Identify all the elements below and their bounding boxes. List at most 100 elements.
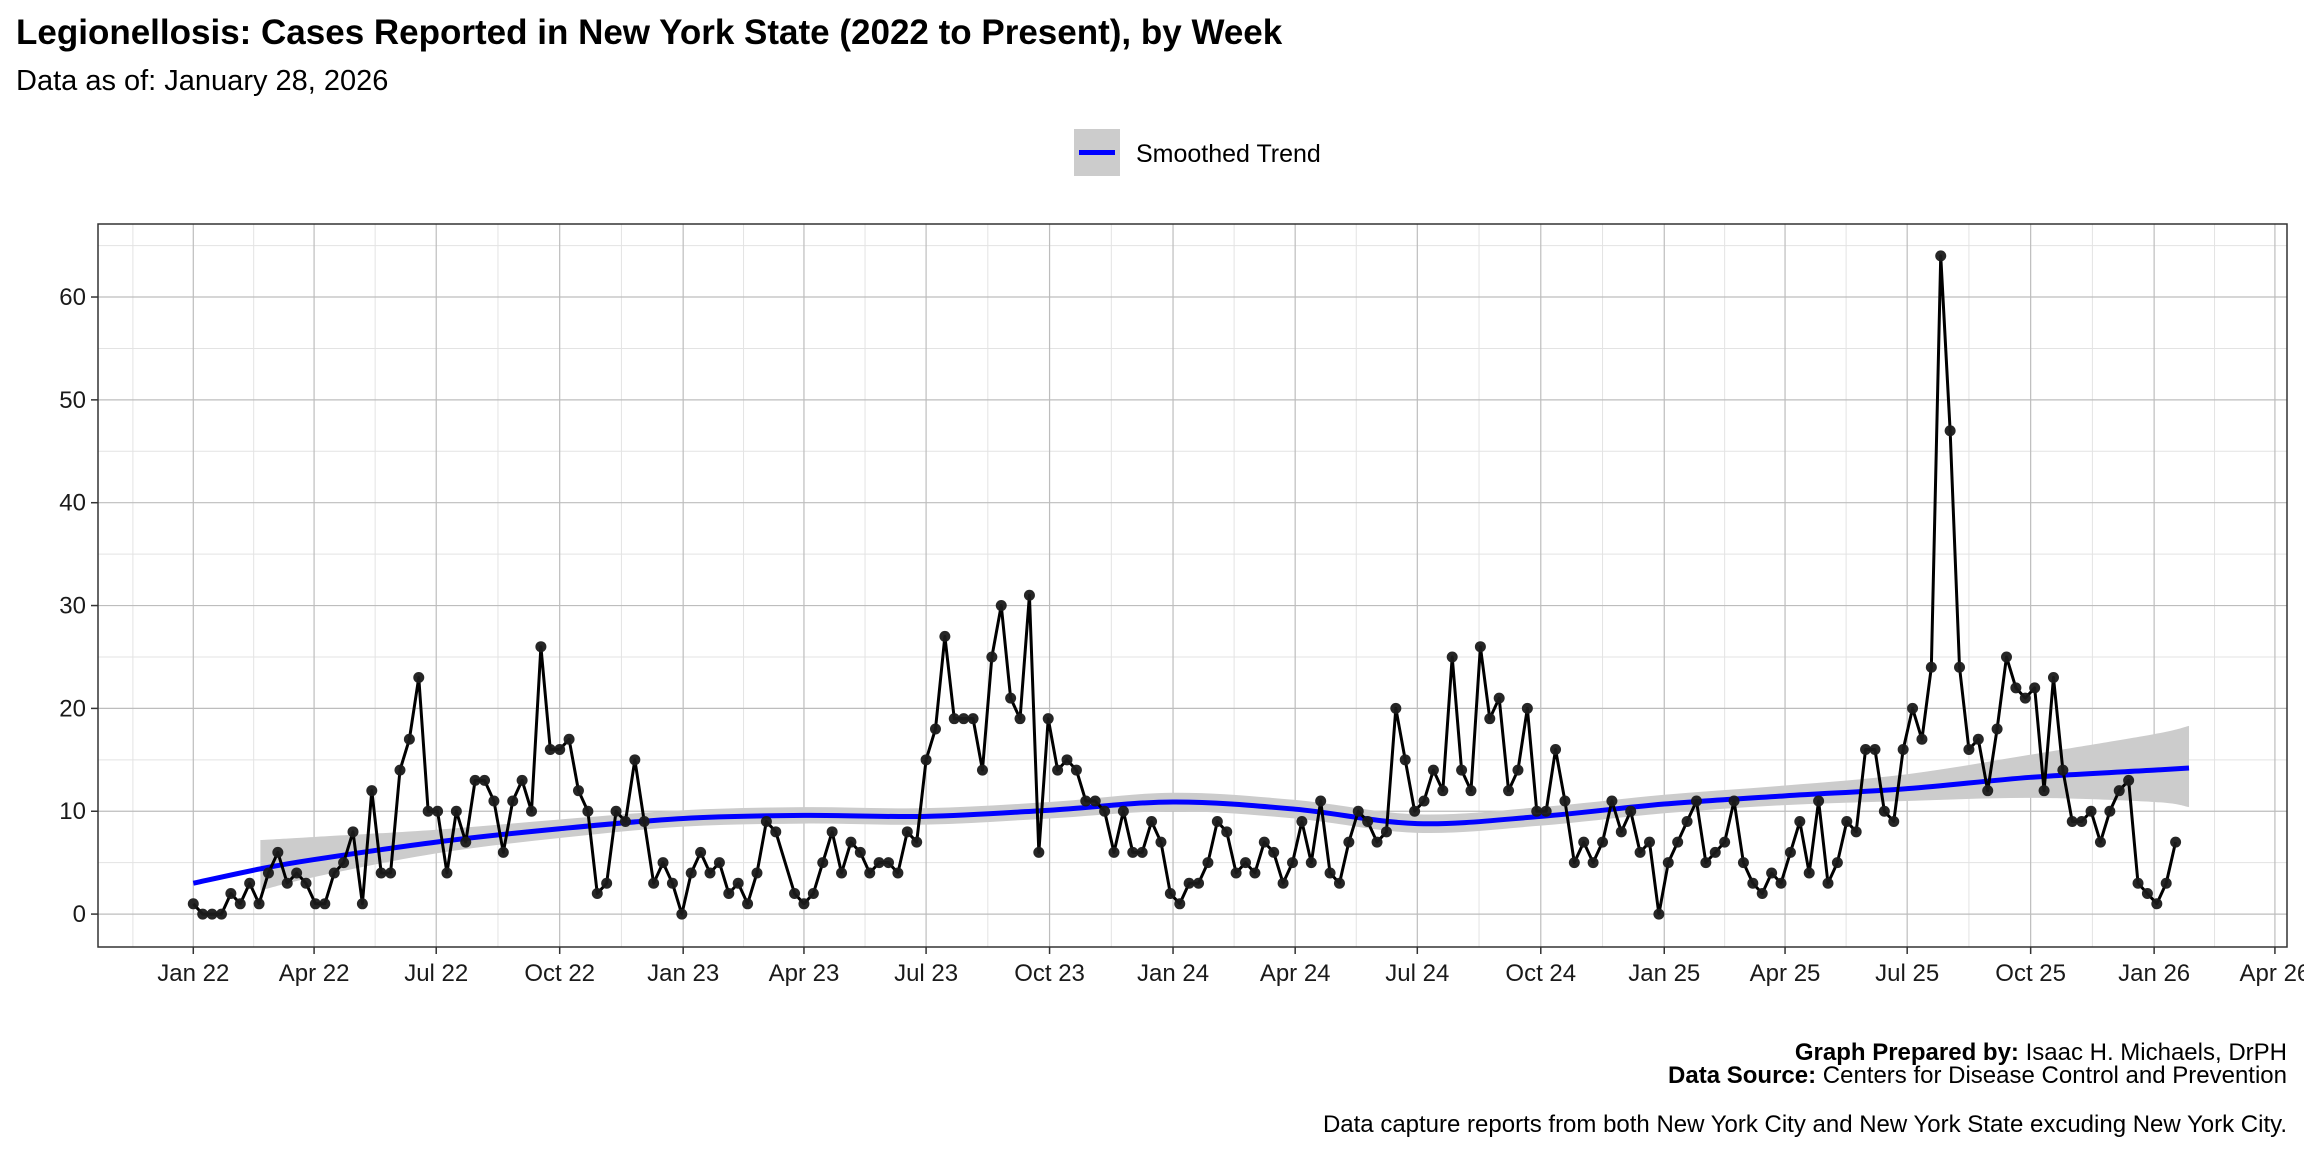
data-point (1615, 826, 1627, 838)
data-point (1127, 846, 1139, 858)
data-point (309, 898, 321, 910)
data-point (2113, 785, 2125, 797)
y-tick-label: 0 (73, 901, 86, 928)
data-point (1042, 713, 1054, 725)
data-source-value: Centers for Disease Control and Preventi… (1816, 1062, 2287, 1089)
data-point (2132, 877, 2144, 889)
data-point (1719, 836, 1731, 848)
data-point (1333, 877, 1345, 889)
data-point (1653, 908, 1665, 920)
data-point (638, 816, 650, 828)
data-point (356, 898, 368, 910)
data-point (1315, 795, 1327, 807)
prepared-by-label: Graph Prepared by: (1795, 1039, 2019, 1066)
data-point (544, 744, 556, 756)
data-point (1221, 826, 1233, 838)
data-point (328, 867, 340, 879)
data-point (1766, 867, 1778, 879)
data-point (1700, 857, 1712, 869)
confidence-band (260, 725, 2190, 891)
data-point (1512, 764, 1524, 776)
data-point (1296, 816, 1308, 828)
data-point (253, 898, 265, 910)
data-point (2085, 805, 2097, 817)
data-point (1136, 846, 1148, 858)
x-tick-label: Jul 22 (404, 960, 468, 987)
data-point (685, 867, 697, 879)
data-point (2160, 877, 2172, 889)
data-point (1935, 250, 1947, 262)
data-point (2019, 692, 2031, 704)
data-point (986, 651, 998, 663)
plot-background (98, 224, 2287, 947)
data-point (1343, 836, 1355, 848)
data-point (1597, 836, 1609, 848)
data-point (197, 908, 209, 920)
data-point (666, 877, 678, 889)
data-point (1954, 661, 1966, 673)
data-point (1418, 795, 1430, 807)
x-tick-label: Jan 23 (647, 960, 719, 987)
data-point (1493, 692, 1505, 704)
data-point (554, 744, 566, 756)
data-point (629, 754, 641, 766)
data-point (1080, 795, 1092, 807)
data-point (1352, 805, 1364, 817)
data-point (2141, 888, 2153, 900)
data-point (272, 846, 284, 858)
data-point (770, 826, 782, 838)
data-point (206, 908, 218, 920)
data-point (432, 805, 444, 817)
data-point (789, 888, 801, 900)
y-tick-label: 40 (59, 490, 86, 517)
data-point (1070, 764, 1082, 776)
data-point (1587, 857, 1599, 869)
data-point (1690, 795, 1702, 807)
data-point (1775, 877, 1787, 889)
data-point (1878, 805, 1890, 817)
data-point (1380, 826, 1392, 838)
data-point (1747, 877, 1759, 889)
data-point (1803, 867, 1815, 879)
data-point (1925, 661, 1937, 673)
data-point (1831, 857, 1843, 869)
data-point (460, 836, 472, 848)
data-point (1446, 651, 1458, 663)
data-point (1474, 641, 1486, 653)
data-point (1982, 785, 1994, 797)
x-tick-label: Jan 26 (2118, 960, 2190, 987)
y-tick-label: 30 (59, 593, 86, 620)
data-point (1606, 795, 1618, 807)
data-point (1681, 816, 1693, 828)
data-point (1662, 857, 1674, 869)
data-point (497, 846, 509, 858)
data-point (2010, 682, 2022, 694)
data-point (422, 805, 434, 817)
y-axis: 0 10 20 30 40 50 60 (59, 284, 98, 928)
trend-confidence-band (260, 725, 2190, 891)
y-tick-label: 10 (59, 798, 86, 825)
data-point (1531, 805, 1543, 817)
data-point (1568, 857, 1580, 869)
x-tick-label: Apr 23 (769, 960, 840, 987)
data-point (854, 846, 866, 858)
data-point (1305, 857, 1317, 869)
data-point (2076, 816, 2088, 828)
data-point (1089, 795, 1101, 807)
data-point (1362, 816, 1374, 828)
data-point (1324, 867, 1336, 879)
data-point (1709, 846, 1721, 858)
data-point (1737, 857, 1749, 869)
data-point (1230, 867, 1242, 879)
data-point (1014, 713, 1026, 725)
data-point (1023, 589, 1035, 601)
data-point (234, 898, 246, 910)
data-point (920, 754, 932, 766)
data-point (479, 774, 491, 786)
y-tick-label: 60 (59, 284, 86, 311)
data-point (375, 867, 387, 879)
data-point (1822, 877, 1834, 889)
data-point (488, 795, 500, 807)
data-point (1390, 702, 1402, 714)
prepared-by: Graph Prepared by: Isaac H. Michaels, Dr… (1795, 1039, 2287, 1066)
